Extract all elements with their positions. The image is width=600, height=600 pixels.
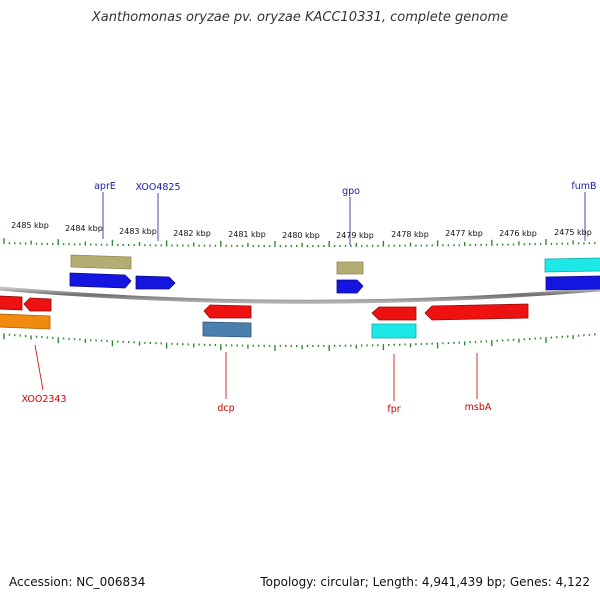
genome-summary-text: Topology: circular; Length: 4,941,439 bp… bbox=[260, 575, 590, 589]
gene-feature-fumb-outer[interactable] bbox=[544, 257, 600, 273]
top-inner-lane bbox=[69, 272, 600, 294]
gene-feature-left-1[interactable] bbox=[0, 295, 23, 311]
genome-title: Xanthomonas oryzae pv. oryzae KACC10331,… bbox=[91, 10, 509, 25]
ruler-label-2480: 2480 kbp bbox=[282, 231, 320, 240]
ruler-label-2478: 2478 kbp bbox=[391, 230, 429, 239]
bottom-inner-lane bbox=[0, 295, 529, 321]
ruler-labels: 2485 kbp 2484 kbp 2483 kbp 2482 kbp 2481… bbox=[11, 221, 592, 240]
gene-feature-msba[interactable] bbox=[424, 303, 529, 321]
gene-feature-dcp-inner[interactable] bbox=[203, 304, 252, 319]
bottom-outer-lane bbox=[0, 313, 417, 339]
gene-label-apre[interactable]: aprE bbox=[94, 181, 116, 192]
accession-text: Accession: NC_006834 bbox=[9, 575, 146, 589]
gene-label-gpo[interactable]: gpo bbox=[342, 186, 360, 197]
gene-label-xoo2343[interactable]: XOO2343 bbox=[21, 394, 66, 405]
genome-backbone bbox=[0, 286, 600, 304]
ruler-label-2481: 2481 kbp bbox=[228, 230, 266, 239]
gene-feature-fpr-outer[interactable] bbox=[371, 323, 417, 339]
gene-labels: aprE XOO4825 gpo fumB XOO2343 dcp fpr ms… bbox=[21, 181, 596, 415]
gene-feature-xoo2343[interactable] bbox=[0, 313, 51, 330]
ruler-label-2476: 2476 kbp bbox=[499, 229, 537, 238]
gene-label-fumb[interactable]: fumB bbox=[571, 181, 596, 192]
gene-label-fpr[interactable]: fpr bbox=[387, 404, 400, 415]
gene-label-xoo4825[interactable]: XOO4825 bbox=[135, 182, 180, 193]
ruler-label-2477: 2477 kbp bbox=[445, 229, 483, 238]
gene-label-msba[interactable]: msbA bbox=[465, 402, 492, 413]
gene-feature-gpo-inner[interactable] bbox=[336, 279, 364, 294]
gene-feature-xoo4825[interactable] bbox=[135, 275, 176, 290]
lower-tick-track bbox=[3, 333, 596, 351]
ruler-label-2484: 2484 kbp bbox=[65, 224, 103, 233]
ruler-label-2482: 2482 kbp bbox=[173, 229, 211, 238]
upper-tick-track bbox=[3, 238, 596, 247]
ruler-label-2483: 2483 kbp bbox=[119, 227, 157, 236]
gene-feature-left-2[interactable] bbox=[23, 297, 52, 312]
ruler-label-2475: 2475 kbp bbox=[554, 228, 592, 237]
gene-feature-fumb-inner[interactable] bbox=[545, 275, 600, 291]
gene-feature-gpo[interactable] bbox=[336, 261, 364, 275]
gene-feature-fpr-inner[interactable] bbox=[371, 306, 417, 321]
leader-line-xoo2343 bbox=[34, 344, 44, 391]
top-outer-lane bbox=[70, 254, 600, 275]
leader-lines bbox=[34, 192, 586, 401]
ruler-label-2485: 2485 kbp bbox=[11, 221, 49, 230]
gene-feature-top-1[interactable] bbox=[69, 272, 132, 289]
ruler-label-2479: 2479 kbp bbox=[336, 231, 374, 240]
gene-feature-dcp-outer[interactable] bbox=[202, 321, 252, 338]
gene-label-dcp[interactable]: dcp bbox=[217, 403, 234, 414]
gene-feature-apre[interactable] bbox=[70, 254, 132, 270]
